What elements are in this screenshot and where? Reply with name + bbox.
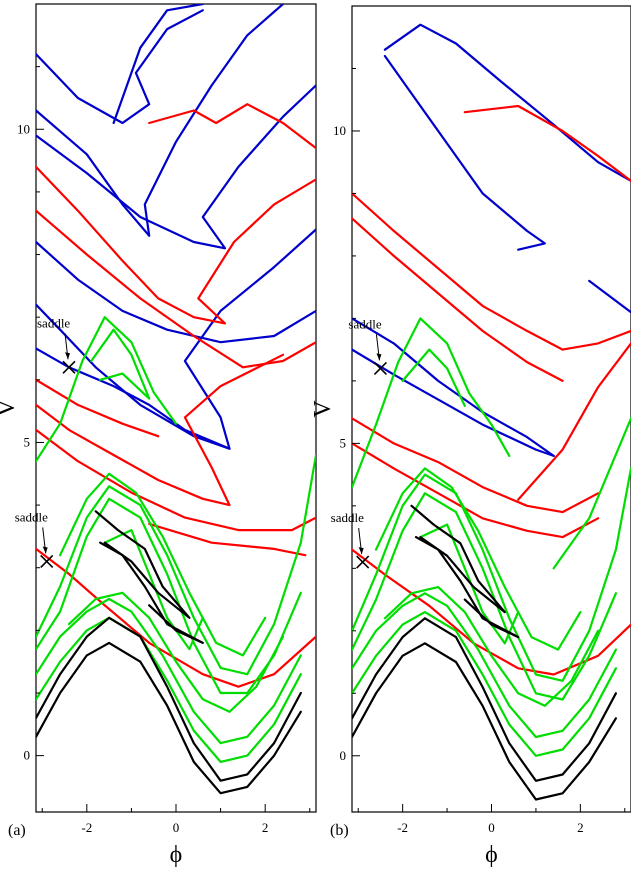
saddle-marker [373, 361, 387, 375]
panel-label-a: (a) [8, 822, 26, 839]
trajectory-b-s0-c1 [383, 54, 546, 251]
trajectory-b-s0-c3 [352, 348, 555, 457]
saddle-marker [356, 555, 370, 569]
trajectory-b-s1-c4 [352, 442, 600, 539]
trajectory-a-s1-c0 [148, 103, 316, 150]
trajectory-a-s2-c0 [36, 316, 178, 463]
x-axis-label-a: ϕ [170, 842, 183, 868]
trajectory-b-s2-c6 [374, 467, 582, 651]
y-tick-label: 10 [17, 121, 30, 136]
trajectory-b-s1-c3 [352, 417, 600, 514]
panel-b: -2 0 2 0 5 10 saddle saddle ϕ V (b) [310, 5, 631, 868]
trajectory-b-s2-c3 [352, 492, 617, 701]
saddle-arrowhead [358, 547, 364, 555]
x-tick-label: -2 [81, 820, 92, 835]
panel-label-b: (b) [330, 822, 349, 839]
trajectory-b-s3-c2 [410, 504, 506, 614]
trajectory-a-s0-c3 [36, 240, 316, 344]
trajectory-a-s2-c4 [36, 597, 302, 745]
trajectory-a-s0-c1 [36, 4, 285, 237]
trajectory-a-s0-c4 [36, 228, 316, 450]
trajectory-a-s0-c0 [36, 9, 204, 125]
trajectory-a-s2-c8 [67, 591, 285, 713]
trajectory-a-s1-c7 [148, 522, 307, 557]
trajectory-b-s2-c2 [352, 467, 631, 682]
curves-b [352, 23, 631, 801]
trajectory-a-s1-c6 [36, 547, 316, 688]
trajectory-a-s2-c3 [36, 497, 302, 695]
y-axis-label-b: V [310, 400, 336, 418]
trajectory-b-s3-c1 [352, 642, 617, 801]
trajectory-b-s0-c4 [588, 279, 631, 314]
curves-a [36, 4, 316, 795]
trajectory-a-s2-c6 [59, 472, 267, 657]
x-tick-label: 2 [577, 820, 584, 835]
y-tick-label: 0 [24, 748, 31, 763]
trajectory-a-s1-c1 [36, 165, 316, 325]
trajectory-a-s2-c5 [36, 616, 302, 763]
panel-a: -2 0 2 0 5 10 saddle saddle ϕ V (a) [0, 3, 317, 868]
trajectory-a-s3-c3 [99, 541, 204, 644]
trajectory-b-s1-c1 [352, 192, 631, 351]
trajectory-b-s1-c5 [352, 548, 631, 676]
annotations-b: saddle saddle [331, 316, 387, 569]
saddle-label: saddle [15, 509, 48, 524]
trajectory-a-s0-c2 [36, 84, 316, 250]
saddle-marker [62, 360, 76, 374]
ticks-a: -2 0 2 0 5 10 [17, 66, 311, 835]
ticks-b: -2 0 2 0 5 10 [333, 67, 626, 835]
trajectory-a-s1-c5 [36, 428, 316, 532]
saddle-label: saddle [348, 316, 381, 331]
y-axis-label-a: V [0, 399, 20, 417]
trajectory-a-s1-c2 [36, 209, 316, 369]
trajectory-b-s2-c9 [552, 417, 631, 570]
x-tick-label: -2 [397, 820, 408, 835]
saddle-arrowhead [42, 546, 48, 554]
trajectory-a-s3-c1 [36, 641, 302, 795]
x-axis-label-b: ϕ [485, 842, 498, 868]
saddle-arrowhead [64, 352, 70, 360]
saddle-label: saddle [37, 315, 70, 330]
trajectory-b-s2-c0 [352, 317, 511, 489]
y-tick-label: 10 [333, 123, 346, 138]
x-tick-label: 2 [262, 820, 269, 835]
trajectory-b-s2-c7 [419, 523, 520, 645]
trajectory-a-s1-c3 [36, 378, 160, 438]
saddle-label: saddle [331, 510, 364, 525]
annotations-a: saddle saddle [15, 315, 76, 569]
trajectory-b-s1-c0 [463, 104, 631, 182]
trajectory-a-s2-c2 [36, 453, 316, 676]
x-tick-label: 0 [488, 820, 495, 835]
trajectory-a-s2-c7 [103, 529, 204, 651]
trajectory-b-s1-c2 [352, 217, 564, 382]
trajectory-b-s3-c0 [352, 617, 617, 782]
trajectory-a-s1-c4 [36, 353, 285, 507]
trajectory-b-s2-c8 [383, 586, 600, 707]
y-tick-label: 0 [340, 748, 347, 763]
y-tick-label: 5 [340, 435, 347, 450]
trajectory-b-s0-c0 [383, 23, 631, 182]
trajectory-b-s3-c3 [414, 536, 520, 639]
trajectory-b-s2-c5 [352, 611, 617, 757]
trajectory-b-s1-c6 [517, 342, 631, 501]
saddle-arrowhead [376, 353, 382, 361]
trajectory-b-s2-c4 [352, 592, 617, 739]
y-tick-label: 5 [24, 434, 31, 449]
saddle-marker [40, 554, 54, 569]
trajectory-a-s3-c0 [36, 616, 302, 782]
trajectory-b-s2-c1 [401, 348, 466, 407]
trajectory-a-s2-c1 [90, 328, 151, 400]
trajectory-a-s0-c6 [112, 4, 204, 125]
x-tick-label: 0 [173, 820, 180, 835]
trajectory-a-s3-c2 [94, 510, 191, 619]
